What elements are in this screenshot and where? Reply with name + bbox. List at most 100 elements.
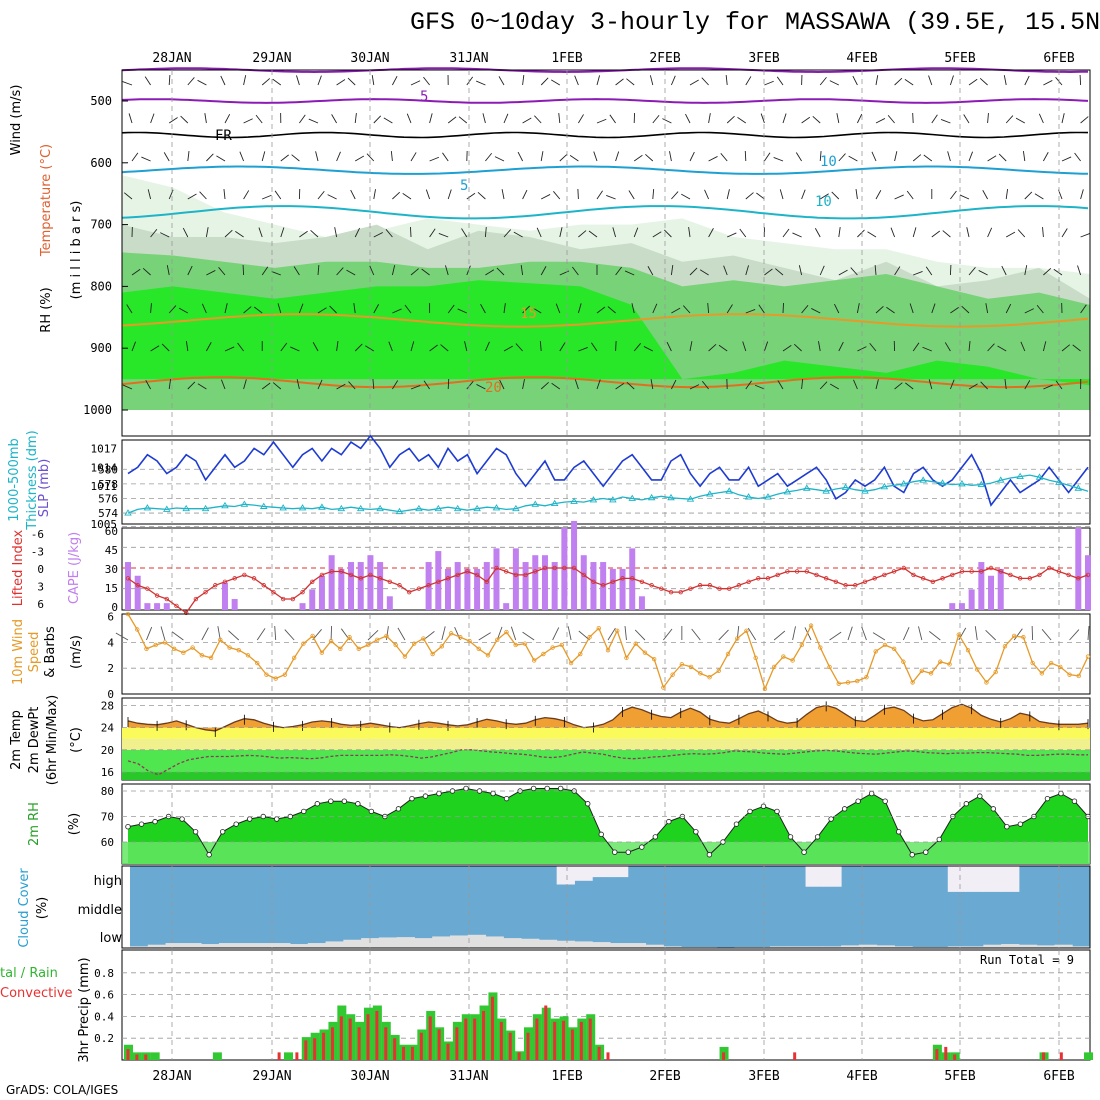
isotherm-20c-line (121, 376, 1089, 389)
lifted-index-marker (833, 579, 839, 584)
wind-barb (1017, 229, 1026, 238)
lifted-index-marker (542, 565, 548, 571)
high-cloud-bar (965, 866, 984, 892)
wind-barb (875, 305, 884, 314)
wind-barb (336, 341, 339, 352)
rh-marker (530, 785, 537, 792)
cape-bar (125, 562, 131, 610)
date-label-bottom: 5FEB (944, 1069, 975, 1084)
convective-bar (535, 1018, 539, 1060)
rh-tick-label: 80 (101, 785, 114, 798)
date-label-top: 30JAN (350, 51, 389, 66)
lifted-index-marker (562, 565, 567, 571)
wind-barb (255, 114, 263, 124)
cape-bar (638, 596, 645, 610)
surface-wind-barb (928, 631, 941, 641)
lifted-index-marker (765, 576, 771, 581)
lifted-index-marker (358, 576, 363, 581)
wind-barb (539, 340, 542, 352)
rh-marker (328, 798, 334, 804)
surface-wind-barb (284, 629, 295, 641)
rh-marker (206, 852, 212, 858)
date-label-top: 28JAN (152, 51, 191, 66)
wind-barb (122, 384, 133, 390)
wind-barb (764, 80, 774, 86)
wind-barb (346, 269, 356, 276)
wind-barb (243, 75, 247, 86)
cape-bar (512, 548, 519, 610)
wind-barb (853, 379, 858, 390)
lifted-index-marker (261, 583, 266, 588)
rh-marker (720, 839, 726, 845)
wind-barb (354, 227, 360, 238)
wind-barb (272, 382, 282, 390)
wind-barb (949, 379, 955, 390)
temp-label-d: (°C) (69, 727, 84, 753)
cape-tick-label: 0 (111, 601, 118, 614)
thickness-marker (162, 505, 171, 512)
low-cloud-bar (574, 941, 593, 948)
upper-temp-label: Temperature (°C) (39, 144, 54, 257)
lifted-index-marker (474, 572, 480, 578)
wind-barb (503, 345, 513, 352)
wind-barb (615, 266, 622, 276)
cape-bar (377, 562, 384, 610)
lifted-index-marker (387, 579, 393, 584)
cape-bar (1085, 555, 1091, 610)
wind-barb (466, 192, 476, 200)
wind-barb (168, 305, 177, 314)
convective-bar (464, 1018, 468, 1060)
wind-barb (317, 190, 325, 200)
cape-bar (338, 568, 345, 610)
wind-speed-marker (882, 642, 888, 648)
lifted-index-marker (1017, 576, 1023, 581)
freezing-level-line (121, 131, 1089, 139)
wind-barb (329, 305, 337, 314)
temp-tick-label: 28 (101, 699, 114, 712)
temp-label-c: (6hr Min/Max) (45, 695, 60, 785)
wind-barb (838, 341, 844, 352)
wind-barb (782, 345, 792, 352)
lifted-index-marker (639, 579, 645, 584)
wind-barb (205, 227, 209, 238)
wind-barb (235, 231, 244, 238)
wind-barb (150, 302, 152, 314)
wind-barb (925, 266, 933, 276)
contour-label: 5 (460, 178, 468, 194)
lifted-index-marker (794, 569, 800, 574)
thickness-marker (1074, 484, 1083, 491)
contour-label: 20 (485, 380, 502, 396)
footer-credit: GrADS: COLA/IGES (6, 1083, 119, 1097)
wind-barb (793, 343, 802, 352)
wind-speed-marker (421, 636, 426, 641)
wind-barb (261, 382, 271, 390)
wind-barb (968, 78, 978, 86)
wind-barb (647, 266, 654, 276)
wind-barb (596, 306, 606, 314)
lifted-index-marker (756, 576, 761, 581)
thickness-marker (667, 493, 675, 501)
rh-marker (923, 849, 929, 855)
thickness-marker (182, 504, 190, 512)
wind-barb (310, 229, 319, 238)
wind-barb (293, 266, 300, 276)
surface-wind-barb (918, 626, 923, 641)
thickness-marker (1035, 473, 1044, 480)
rh-marker (977, 793, 983, 799)
wind-barb (905, 382, 914, 390)
rh-marker (1017, 821, 1024, 827)
wind-barb (168, 117, 178, 124)
wind-barb (704, 189, 710, 200)
wind-barb (1005, 231, 1016, 238)
wind-barb (466, 76, 474, 86)
low-cloud-bar (467, 934, 487, 948)
convective-bar (304, 1040, 308, 1060)
wind-barb (317, 264, 320, 276)
wind-tick-label: 0 (107, 688, 114, 701)
wind-barb (685, 113, 691, 124)
wind-barb (220, 75, 226, 86)
wind-barb (838, 153, 846, 162)
surface-wind-barb (872, 632, 886, 641)
wind-barb (515, 343, 523, 352)
wind-barb (551, 382, 561, 390)
